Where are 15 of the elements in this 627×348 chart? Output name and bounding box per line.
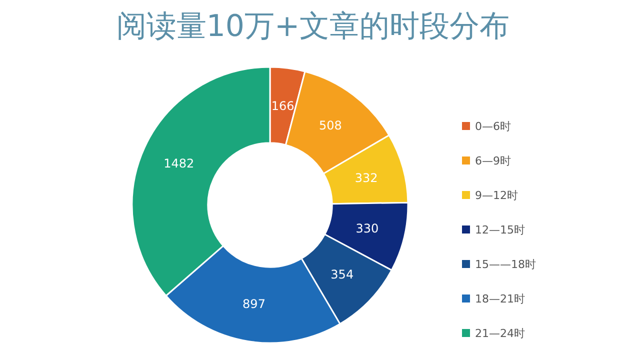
chart-title: 阅读量10万+文章的时段分布 — [116, 9, 510, 44]
legend-label: 18—21时 — [475, 292, 525, 306]
data-label: 332 — [354, 170, 378, 185]
data-label: 1482 — [164, 156, 194, 171]
legend-label: 6—9时 — [475, 154, 511, 168]
data-label: 508 — [318, 118, 342, 132]
legend-label: 21—24时 — [475, 327, 525, 340]
data-label: 354 — [330, 267, 354, 282]
data-label: 897 — [242, 296, 266, 311]
legend-label: 12—15时 — [475, 224, 525, 236]
data-label: 166 — [271, 98, 294, 113]
data-label: 330 — [356, 222, 379, 236]
legend-label: 15——18时 — [475, 258, 536, 271]
legend-label: 9—12时 — [475, 189, 518, 202]
legend-label: 0—6时 — [475, 120, 511, 133]
